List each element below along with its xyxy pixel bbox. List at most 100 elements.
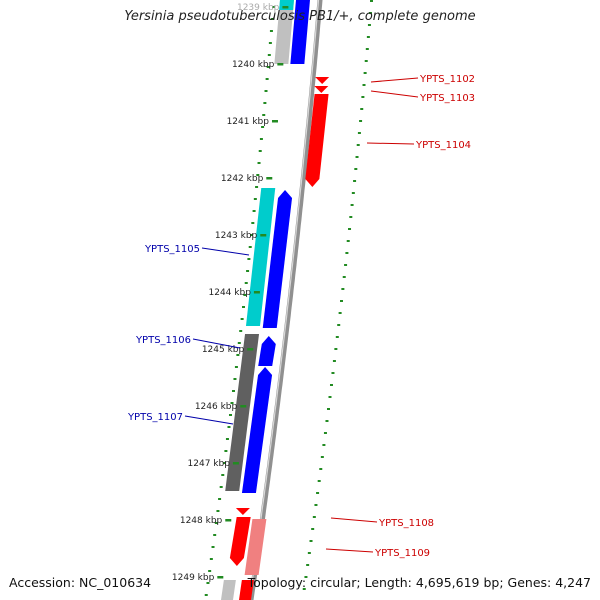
gc-dot bbox=[214, 522, 218, 524]
gc-dot bbox=[253, 198, 257, 200]
gc-dot bbox=[342, 276, 346, 278]
gc-dot bbox=[335, 336, 339, 338]
tick-layer: 1239 kbp 1240 kbp 1241 kbp 1242 kbp 1243 kbp… bbox=[172, 3, 289, 583]
gc-dot bbox=[314, 504, 318, 506]
gc-dot bbox=[252, 210, 256, 212]
tick-label: 1244 kbp bbox=[209, 288, 252, 298]
gc-dot bbox=[216, 510, 220, 512]
gc-dot bbox=[262, 114, 266, 116]
gc-dot bbox=[331, 372, 335, 374]
gc-dot bbox=[361, 96, 365, 98]
gc-dot bbox=[264, 90, 268, 92]
gene-bar-ypts-1109 bbox=[244, 519, 267, 575]
tick-mark bbox=[266, 177, 273, 180]
gene-marker-ypts-1108 bbox=[235, 508, 250, 515]
gc-dot bbox=[332, 360, 336, 362]
gc-dot bbox=[322, 444, 326, 446]
tick-mark bbox=[217, 576, 224, 579]
gene-leader-line bbox=[366, 142, 415, 145]
gc-dot bbox=[320, 456, 324, 458]
gc-dot bbox=[340, 300, 343, 302]
feature-grey-long bbox=[225, 334, 260, 491]
gene-arrow-ypts-1107 bbox=[241, 367, 273, 493]
gc-dot bbox=[344, 264, 348, 266]
gc-dot bbox=[359, 120, 363, 122]
tick-mark bbox=[225, 519, 232, 522]
gc-dot bbox=[311, 528, 315, 530]
gc-dot bbox=[213, 534, 217, 536]
gc-dot bbox=[354, 168, 358, 170]
gc-dot bbox=[325, 420, 329, 422]
gc-dot bbox=[360, 108, 364, 110]
gene-arrow-ypts-1104 bbox=[305, 94, 329, 187]
tick-mark bbox=[271, 120, 278, 123]
gc-dot bbox=[302, 588, 306, 590]
gc-dot bbox=[350, 204, 354, 206]
gene-arrow-ypts-1103 bbox=[314, 86, 329, 93]
gc-dot bbox=[233, 378, 237, 380]
label-layer: YPTS_1102 YPTS_1103 YPTS_1104 YPTS_1105 YPTS… bbox=[127, 74, 475, 559]
gc-dot bbox=[346, 240, 350, 242]
gc-dot bbox=[208, 570, 212, 572]
tick-label: 1241 kbp bbox=[227, 117, 270, 127]
tick-label: 1249 kbp bbox=[172, 573, 215, 583]
gc-dot bbox=[269, 30, 273, 32]
gc-dot bbox=[239, 330, 243, 332]
gc-dot bbox=[345, 252, 349, 254]
gene-label: YPTS_1109 bbox=[374, 548, 430, 559]
backbone-highlight bbox=[248, 0, 320, 600]
gc-dot bbox=[224, 450, 228, 452]
gc-dot bbox=[326, 408, 330, 410]
tick-label: 1240 kbp bbox=[232, 60, 275, 70]
gc-dot bbox=[362, 84, 366, 86]
gc-dot bbox=[317, 480, 321, 482]
gene-label: YPTS_1104 bbox=[415, 140, 471, 151]
gc-dot bbox=[256, 174, 260, 176]
gc-dot bbox=[255, 186, 259, 188]
gc-dot bbox=[370, 0, 373, 2]
gene-leader-line bbox=[184, 415, 234, 425]
gc-dot bbox=[267, 54, 271, 56]
feature-layer bbox=[220, 0, 330, 600]
gc-dot bbox=[368, 12, 372, 14]
gc-dot bbox=[228, 414, 232, 416]
gc-dot bbox=[356, 144, 360, 146]
gc-skew-dots bbox=[204, 0, 373, 596]
gc-dot bbox=[211, 546, 215, 548]
gc-dot bbox=[234, 366, 238, 368]
gc-dot bbox=[225, 438, 229, 440]
gc-dot bbox=[218, 498, 222, 500]
gene-bar-ypts-1105-gene bbox=[245, 188, 276, 326]
gene-leader-line bbox=[325, 548, 374, 553]
gc-dot bbox=[251, 222, 255, 224]
gene-leader-line bbox=[370, 77, 419, 83]
gc-dot bbox=[351, 192, 355, 194]
accession-text: Accession: NC_010634 bbox=[9, 575, 152, 590]
backbone-line bbox=[248, 0, 323, 600]
tick-label: 1243 kbp bbox=[215, 231, 258, 241]
gc-dot bbox=[204, 594, 208, 596]
gene-arrow-ypts-1106 bbox=[258, 336, 276, 366]
gc-dot bbox=[306, 564, 310, 566]
gc-dot bbox=[243, 294, 247, 296]
gc-dot bbox=[329, 384, 333, 386]
gc-dot bbox=[367, 24, 371, 26]
gene-label: YPTS_1107 bbox=[127, 412, 183, 423]
gene-arrow-ypts-1105 bbox=[262, 190, 293, 328]
tick-label: 1239 kbp bbox=[237, 3, 280, 13]
gene-leader-line bbox=[330, 517, 378, 523]
tick-label: 1245 kbp bbox=[202, 345, 245, 355]
gc-dot bbox=[247, 258, 251, 260]
gene-leader-line bbox=[370, 90, 419, 98]
feature-blue-top bbox=[290, 0, 310, 64]
tick-mark bbox=[240, 405, 247, 408]
gene-label: YPTS_1106 bbox=[135, 335, 191, 346]
gene-leader-line bbox=[201, 247, 250, 256]
gc-dot bbox=[248, 246, 252, 248]
tick-mark bbox=[260, 234, 267, 237]
tick-mark bbox=[282, 6, 289, 9]
gc-dot bbox=[237, 342, 241, 344]
tick-label: 1242 kbp bbox=[221, 174, 264, 184]
